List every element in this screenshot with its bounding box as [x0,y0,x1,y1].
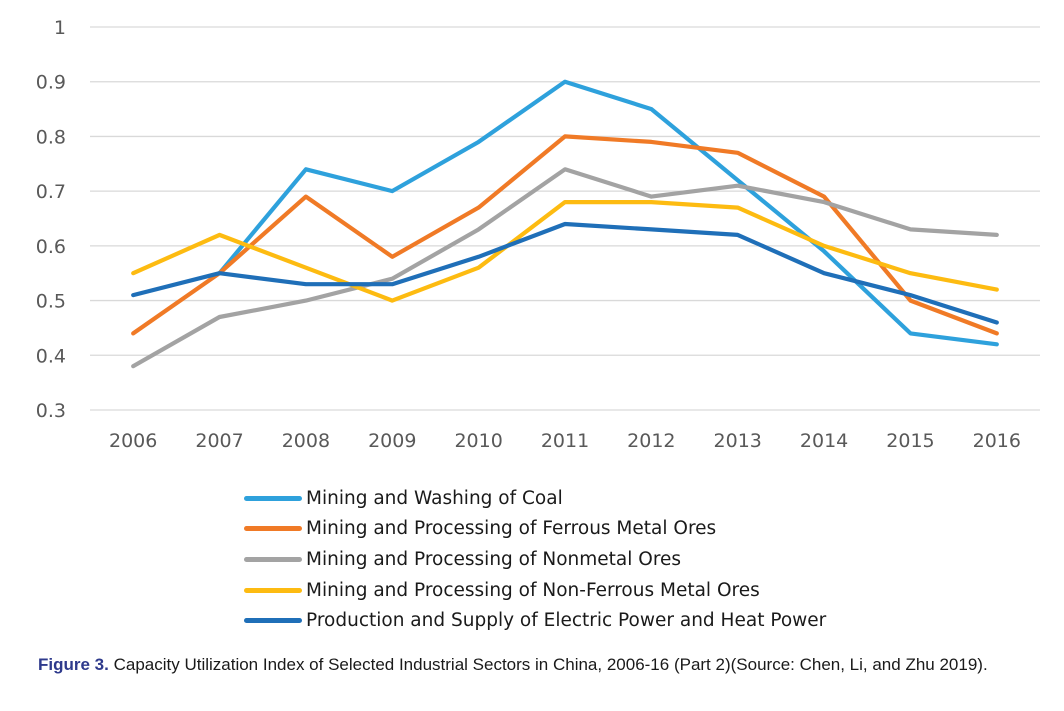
x-tick-label: 2016 [973,430,1021,452]
legend-swatch [244,587,302,593]
x-axis-ticks: 2006 2007 2008 2009 2010 2011 2012 2013 2014 2015… [109,430,1021,452]
line-chart: 0.30.40.50.60.70.80.91 2006 2007 2008 2009 2… [36,17,1040,452]
legend-label: Mining and Processing of Non-Ferrous Met… [306,579,760,601]
legend-swatch [244,556,302,562]
legend-item: Mining and Washing of Coal [244,483,826,514]
legend-item: Production and Supply of Electric Power … [244,605,826,636]
x-tick-label: 2009 [368,430,416,452]
figure-caption: Figure 3. Capacity Utilization Index of … [38,655,988,675]
y-axis-ticks: 0.3 0.4 0.5 0.6 0.7 0.8 0.9 1 [36,17,66,422]
legend-swatch [244,618,302,624]
legend: Mining and Washing of Coal Mining and Pro… [244,483,826,636]
caption-label: Figure 3. [38,655,109,674]
x-tick-label: 2015 [886,430,934,452]
y-tick-label: 0.3 [36,400,66,422]
gridlines [90,26,1040,411]
x-tick-label: 2014 [800,430,848,452]
x-tick-label: 2012 [627,430,675,452]
y-tick-label: 1 [54,17,66,39]
y-tick-label: 0.6 [36,236,66,258]
y-tick-label: 0.8 [36,126,66,148]
series-line-3 [131,167,999,369]
legend-label: Production and Supply of Electric Power … [306,610,827,632]
series-lines [131,79,999,369]
y-tick-label: 0.4 [36,345,66,367]
y-tick-label: 0.9 [36,72,66,94]
series-line-5 [131,221,999,325]
x-tick-label: 2011 [541,430,589,452]
x-tick-label: 2007 [195,430,243,452]
legend-label: Mining and Washing of Coal [306,487,563,509]
series-line-1 [217,79,999,347]
legend-swatch [244,495,302,501]
legend-item: Mining and Processing of Ferrous Metal O… [244,514,826,545]
x-tick-label: 2013 [714,430,762,452]
x-tick-label: 2006 [109,430,157,452]
caption-text: Capacity Utilization Index of Selected I… [108,655,988,674]
series-line-2 [131,134,999,336]
legend-label: Mining and Processing of Nonmetal Ores [306,548,682,570]
x-tick-label: 2010 [454,430,502,452]
series-line-4 [131,200,999,303]
legend-item: Mining and Processing of Nonmetal Ores [244,544,826,575]
legend-swatch [244,526,302,532]
legend-label: Mining and Processing of Ferrous Metal O… [306,518,717,540]
x-tick-label: 2008 [282,430,330,452]
legend-item: Mining and Processing of Non-Ferrous Met… [244,575,826,606]
y-tick-label: 0.7 [36,181,66,203]
y-tick-label: 0.5 [36,291,66,313]
